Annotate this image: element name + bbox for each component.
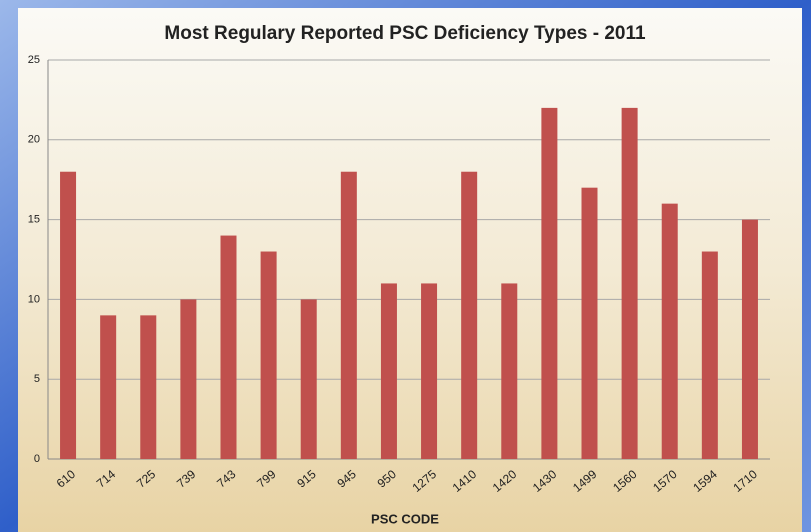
bar [621, 107, 638, 459]
bar [300, 299, 317, 459]
y-tick-label: 5 [34, 373, 40, 385]
bar [581, 187, 598, 459]
chart-panel [18, 8, 802, 532]
bar [701, 251, 718, 459]
bar [220, 235, 237, 459]
y-tick-label: 10 [28, 293, 40, 305]
bar [541, 107, 558, 459]
bar [380, 283, 397, 459]
y-tick-label: 20 [28, 134, 40, 146]
y-tick-label: 15 [28, 214, 40, 226]
bar [100, 315, 117, 459]
y-tick-label: 25 [28, 54, 40, 66]
bar [461, 171, 478, 459]
bar [661, 203, 678, 459]
bar [501, 283, 518, 459]
bar [741, 219, 758, 459]
bar [260, 251, 277, 459]
bar [180, 299, 197, 459]
bar [140, 315, 157, 459]
x-axis-title: PSC CODE [371, 511, 439, 526]
y-tick-label: 0 [34, 453, 40, 465]
chart-title: Most Regulary Reported PSC Deficiency Ty… [164, 23, 646, 44]
bar [421, 283, 438, 459]
bar [60, 171, 77, 459]
bar [340, 171, 357, 459]
